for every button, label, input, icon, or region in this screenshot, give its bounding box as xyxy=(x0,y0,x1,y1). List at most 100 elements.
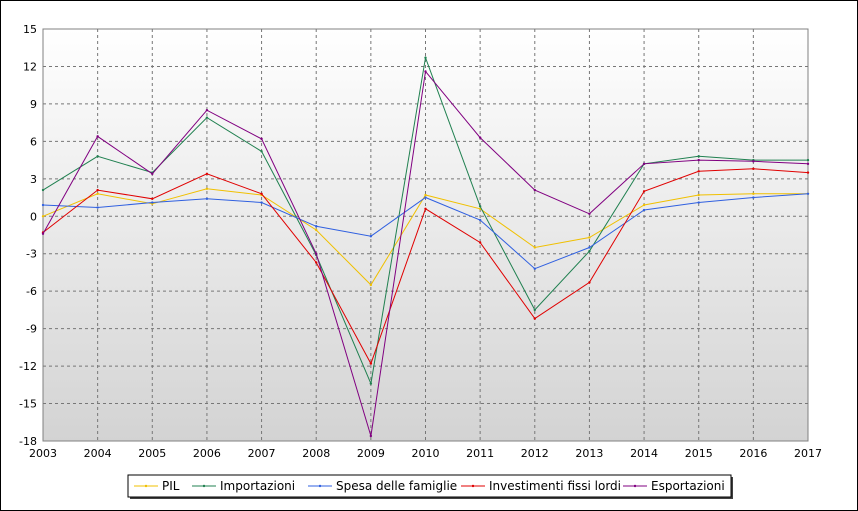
data-point xyxy=(533,317,536,320)
x-tick-label: 2013 xyxy=(575,447,603,460)
data-point xyxy=(697,155,700,158)
y-tick-label: -12 xyxy=(19,360,37,373)
data-point xyxy=(806,162,810,166)
data-point xyxy=(151,201,154,204)
data-point xyxy=(260,201,263,204)
data-point xyxy=(41,203,45,207)
x-tick-label: 2010 xyxy=(412,447,440,460)
data-point xyxy=(697,170,700,173)
data-point xyxy=(533,308,536,312)
data-point xyxy=(369,382,373,385)
data-point xyxy=(478,136,482,139)
legend-marker xyxy=(318,484,322,488)
data-point xyxy=(315,225,318,228)
legend-marker xyxy=(633,484,637,488)
data-point xyxy=(533,246,536,249)
y-tick-label: -9 xyxy=(26,323,37,336)
data-point xyxy=(533,188,536,192)
data-point xyxy=(588,250,591,253)
data-point xyxy=(96,192,99,195)
data-point xyxy=(642,190,646,193)
data-point xyxy=(260,150,263,153)
series-layer xyxy=(41,55,810,438)
x-tick-label: 2005 xyxy=(138,447,166,460)
data-point xyxy=(424,196,427,199)
legend-marker xyxy=(202,484,206,488)
data-point xyxy=(588,212,591,215)
data-point xyxy=(260,192,263,195)
data-point xyxy=(752,160,755,163)
legend-label: PIL xyxy=(162,479,180,493)
data-point xyxy=(588,281,591,284)
data-point xyxy=(424,207,427,210)
legend-label: Importazioni xyxy=(220,479,295,493)
data-point xyxy=(588,236,591,239)
data-point xyxy=(424,193,427,197)
grid-lines xyxy=(43,29,808,441)
x-tick-label: 2014 xyxy=(630,447,658,460)
x-axis-tick-labels: 2003 2004 2005 2006 2007 2008 2009 2010 2011 2012… xyxy=(29,447,822,460)
y-tick-label: 9 xyxy=(30,98,37,111)
y-tick-label: 0 xyxy=(30,210,37,223)
data-point xyxy=(806,171,810,174)
y-tick-label: -15 xyxy=(19,398,37,411)
data-point xyxy=(96,206,99,209)
data-point xyxy=(96,155,99,158)
data-point xyxy=(41,188,45,192)
data-point xyxy=(533,267,536,270)
x-tick-label: 2008 xyxy=(302,447,330,460)
legend-label: Spesa delle famiglie xyxy=(336,479,457,493)
data-point xyxy=(478,205,482,208)
data-point xyxy=(478,241,482,244)
data-point xyxy=(369,362,373,365)
data-point xyxy=(205,172,209,176)
data-point xyxy=(424,70,427,73)
y-tick-label: 6 xyxy=(30,135,37,148)
legend-marker xyxy=(471,484,475,488)
data-point xyxy=(96,135,99,138)
data-point xyxy=(642,203,646,207)
data-point xyxy=(642,208,646,212)
data-point xyxy=(151,197,154,200)
y-tick-label: -18 xyxy=(19,435,37,448)
data-point xyxy=(424,56,427,59)
x-tick-label: 2004 xyxy=(84,447,112,460)
data-point xyxy=(315,228,318,232)
data-point xyxy=(315,261,318,264)
y-tick-label: -3 xyxy=(26,248,37,261)
data-point xyxy=(260,137,263,141)
data-point xyxy=(806,158,810,162)
y-tick-label: 12 xyxy=(23,60,37,73)
x-tick-label: 2017 xyxy=(794,447,822,460)
x-tick-label: 2006 xyxy=(193,447,221,460)
y-tick-label: -6 xyxy=(26,285,37,298)
data-point xyxy=(205,187,209,191)
legend-marker xyxy=(144,484,148,488)
data-point xyxy=(697,201,700,204)
y-tick-label: 15 xyxy=(23,23,37,36)
data-point xyxy=(151,172,154,176)
data-point xyxy=(588,246,591,249)
data-point xyxy=(369,235,373,238)
data-point xyxy=(697,158,700,162)
x-tick-label: 2015 xyxy=(685,447,713,460)
data-point xyxy=(315,252,318,255)
data-point xyxy=(697,193,700,197)
data-point xyxy=(478,218,482,222)
data-point xyxy=(369,434,373,438)
data-point xyxy=(41,215,45,218)
data-point xyxy=(41,232,45,235)
x-tick-label: 2011 xyxy=(466,447,494,460)
data-point xyxy=(752,192,755,195)
legend-label: Investimenti fissi lordi xyxy=(489,479,621,493)
data-point xyxy=(752,196,755,199)
x-tick-label: 2016 xyxy=(739,447,767,460)
data-point xyxy=(369,283,373,287)
x-tick-label: 2007 xyxy=(248,447,276,460)
data-point xyxy=(205,108,209,112)
x-tick-label: 2003 xyxy=(29,447,57,460)
data-point xyxy=(752,167,755,171)
legend-label: Esportazioni xyxy=(651,479,725,493)
